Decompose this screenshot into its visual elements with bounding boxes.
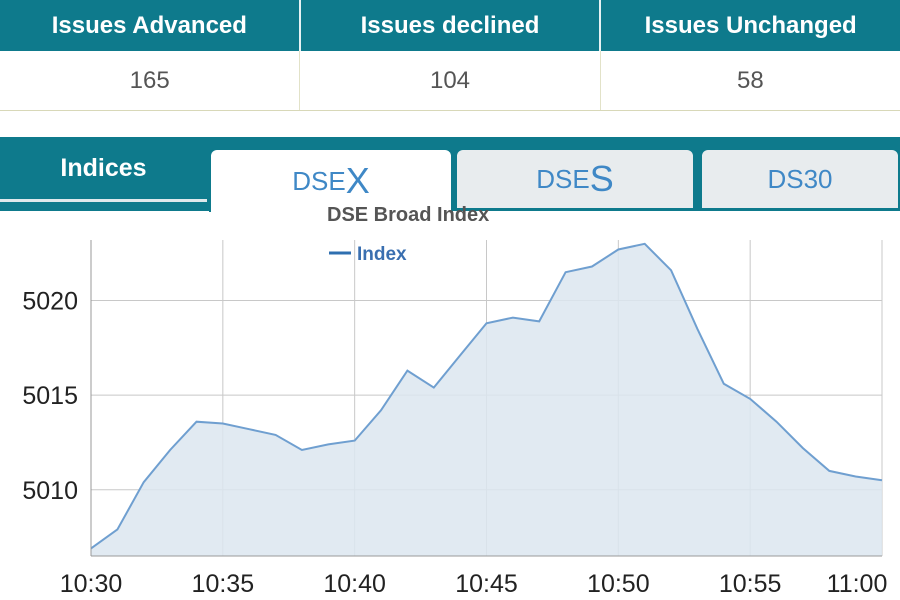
x-tick-label: 10:40	[323, 570, 386, 598]
chart-title: DSE Broad Index	[327, 204, 489, 226]
header-issues-unchanged: Issues Unchanged	[644, 11, 857, 39]
index-chart: 10:30 10:35 10:40 10:45 10:50 10:55 11:00 5010 5…	[22, 204, 887, 598]
issues-header-row: Issues Advanced Issues declined Issues U…	[0, 0, 900, 51]
y-tick-label: 5010	[22, 477, 78, 505]
tab-ds30-label: DS30	[767, 163, 833, 194]
indices-tab-bar: Indices DSE X DSE S DS30	[0, 137, 900, 212]
value-issues-unchanged: 58	[736, 66, 764, 94]
chart-axes	[90, 240, 882, 557]
x-tick-label: 10:45	[455, 570, 518, 598]
tab-dsex-prefix: DSE	[292, 165, 346, 196]
tab-dses-suffix: S	[589, 158, 614, 199]
index-line	[90, 242, 883, 550]
value-issues-declined: 104	[300, 51, 601, 110]
x-tick-label: 11:00	[827, 570, 888, 598]
y-tick-label: 5015	[22, 382, 78, 410]
tab-dses-prefix: DSE	[536, 163, 590, 194]
tab-dsex[interactable]: DSE X	[209, 148, 453, 212]
x-tick-label: 10:30	[60, 570, 123, 598]
x-tick-label: 10:50	[587, 570, 650, 598]
x-tick-label: 10:35	[192, 570, 255, 598]
index-area-fill	[91, 243, 882, 557]
issues-values-row: 165 104 58	[0, 51, 900, 111]
indices-section-label: Indices	[0, 137, 207, 202]
x-tick-label: 10:55	[719, 570, 782, 598]
value-issues-advanced: 165	[0, 51, 301, 110]
legend-label-index[interactable]: Index	[357, 244, 407, 265]
tab-dsex-suffix: X	[345, 160, 370, 201]
issues-table: Issues Advanced Issues declined Issues U…	[0, 0, 900, 111]
chart-tick-labels: 10:30 10:35 10:40 10:45 10:50 10:55 11:00 5010 5…	[22, 288, 887, 598]
header-issues-declined: Issues declined	[301, 0, 602, 51]
header-issues-advanced: Issues Advanced	[0, 0, 301, 51]
tab-ds30[interactable]: DS30	[700, 148, 900, 210]
y-tick-label: 5020	[22, 288, 78, 316]
tab-dses[interactable]: DSE S	[455, 148, 695, 210]
